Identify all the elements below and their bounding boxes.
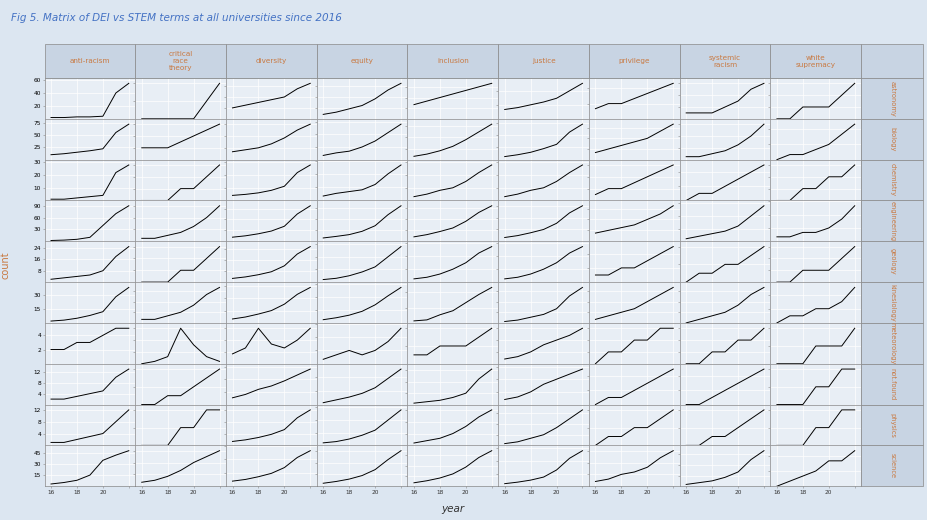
Text: diversity: diversity bbox=[256, 58, 286, 64]
Text: kinesiology: kinesiology bbox=[888, 283, 895, 321]
Text: inclusion: inclusion bbox=[437, 58, 468, 64]
Text: systemic
racism: systemic racism bbox=[708, 55, 741, 68]
Text: engineering: engineering bbox=[888, 201, 895, 241]
Text: physics: physics bbox=[888, 412, 895, 437]
Text: not.found: not.found bbox=[888, 368, 895, 400]
Text: justice: justice bbox=[531, 58, 555, 64]
Text: science: science bbox=[888, 453, 895, 478]
Text: anti-racism: anti-racism bbox=[70, 58, 110, 64]
Text: chemistry: chemistry bbox=[888, 163, 895, 197]
Text: year: year bbox=[441, 504, 464, 514]
Text: geology: geology bbox=[888, 249, 895, 275]
Text: meteorology: meteorology bbox=[888, 322, 895, 365]
Text: privilege: privilege bbox=[618, 58, 650, 64]
Text: biology: biology bbox=[888, 127, 895, 151]
Text: Fig 5. Matrix of DEI vs STEM terms at all universities since 2016: Fig 5. Matrix of DEI vs STEM terms at al… bbox=[11, 13, 342, 23]
Text: count: count bbox=[1, 251, 10, 279]
Text: astronomy: astronomy bbox=[888, 81, 895, 116]
Text: equity: equity bbox=[350, 58, 374, 64]
Text: white
supremacy: white supremacy bbox=[795, 55, 835, 68]
Text: critical
race
theory: critical race theory bbox=[169, 51, 193, 71]
